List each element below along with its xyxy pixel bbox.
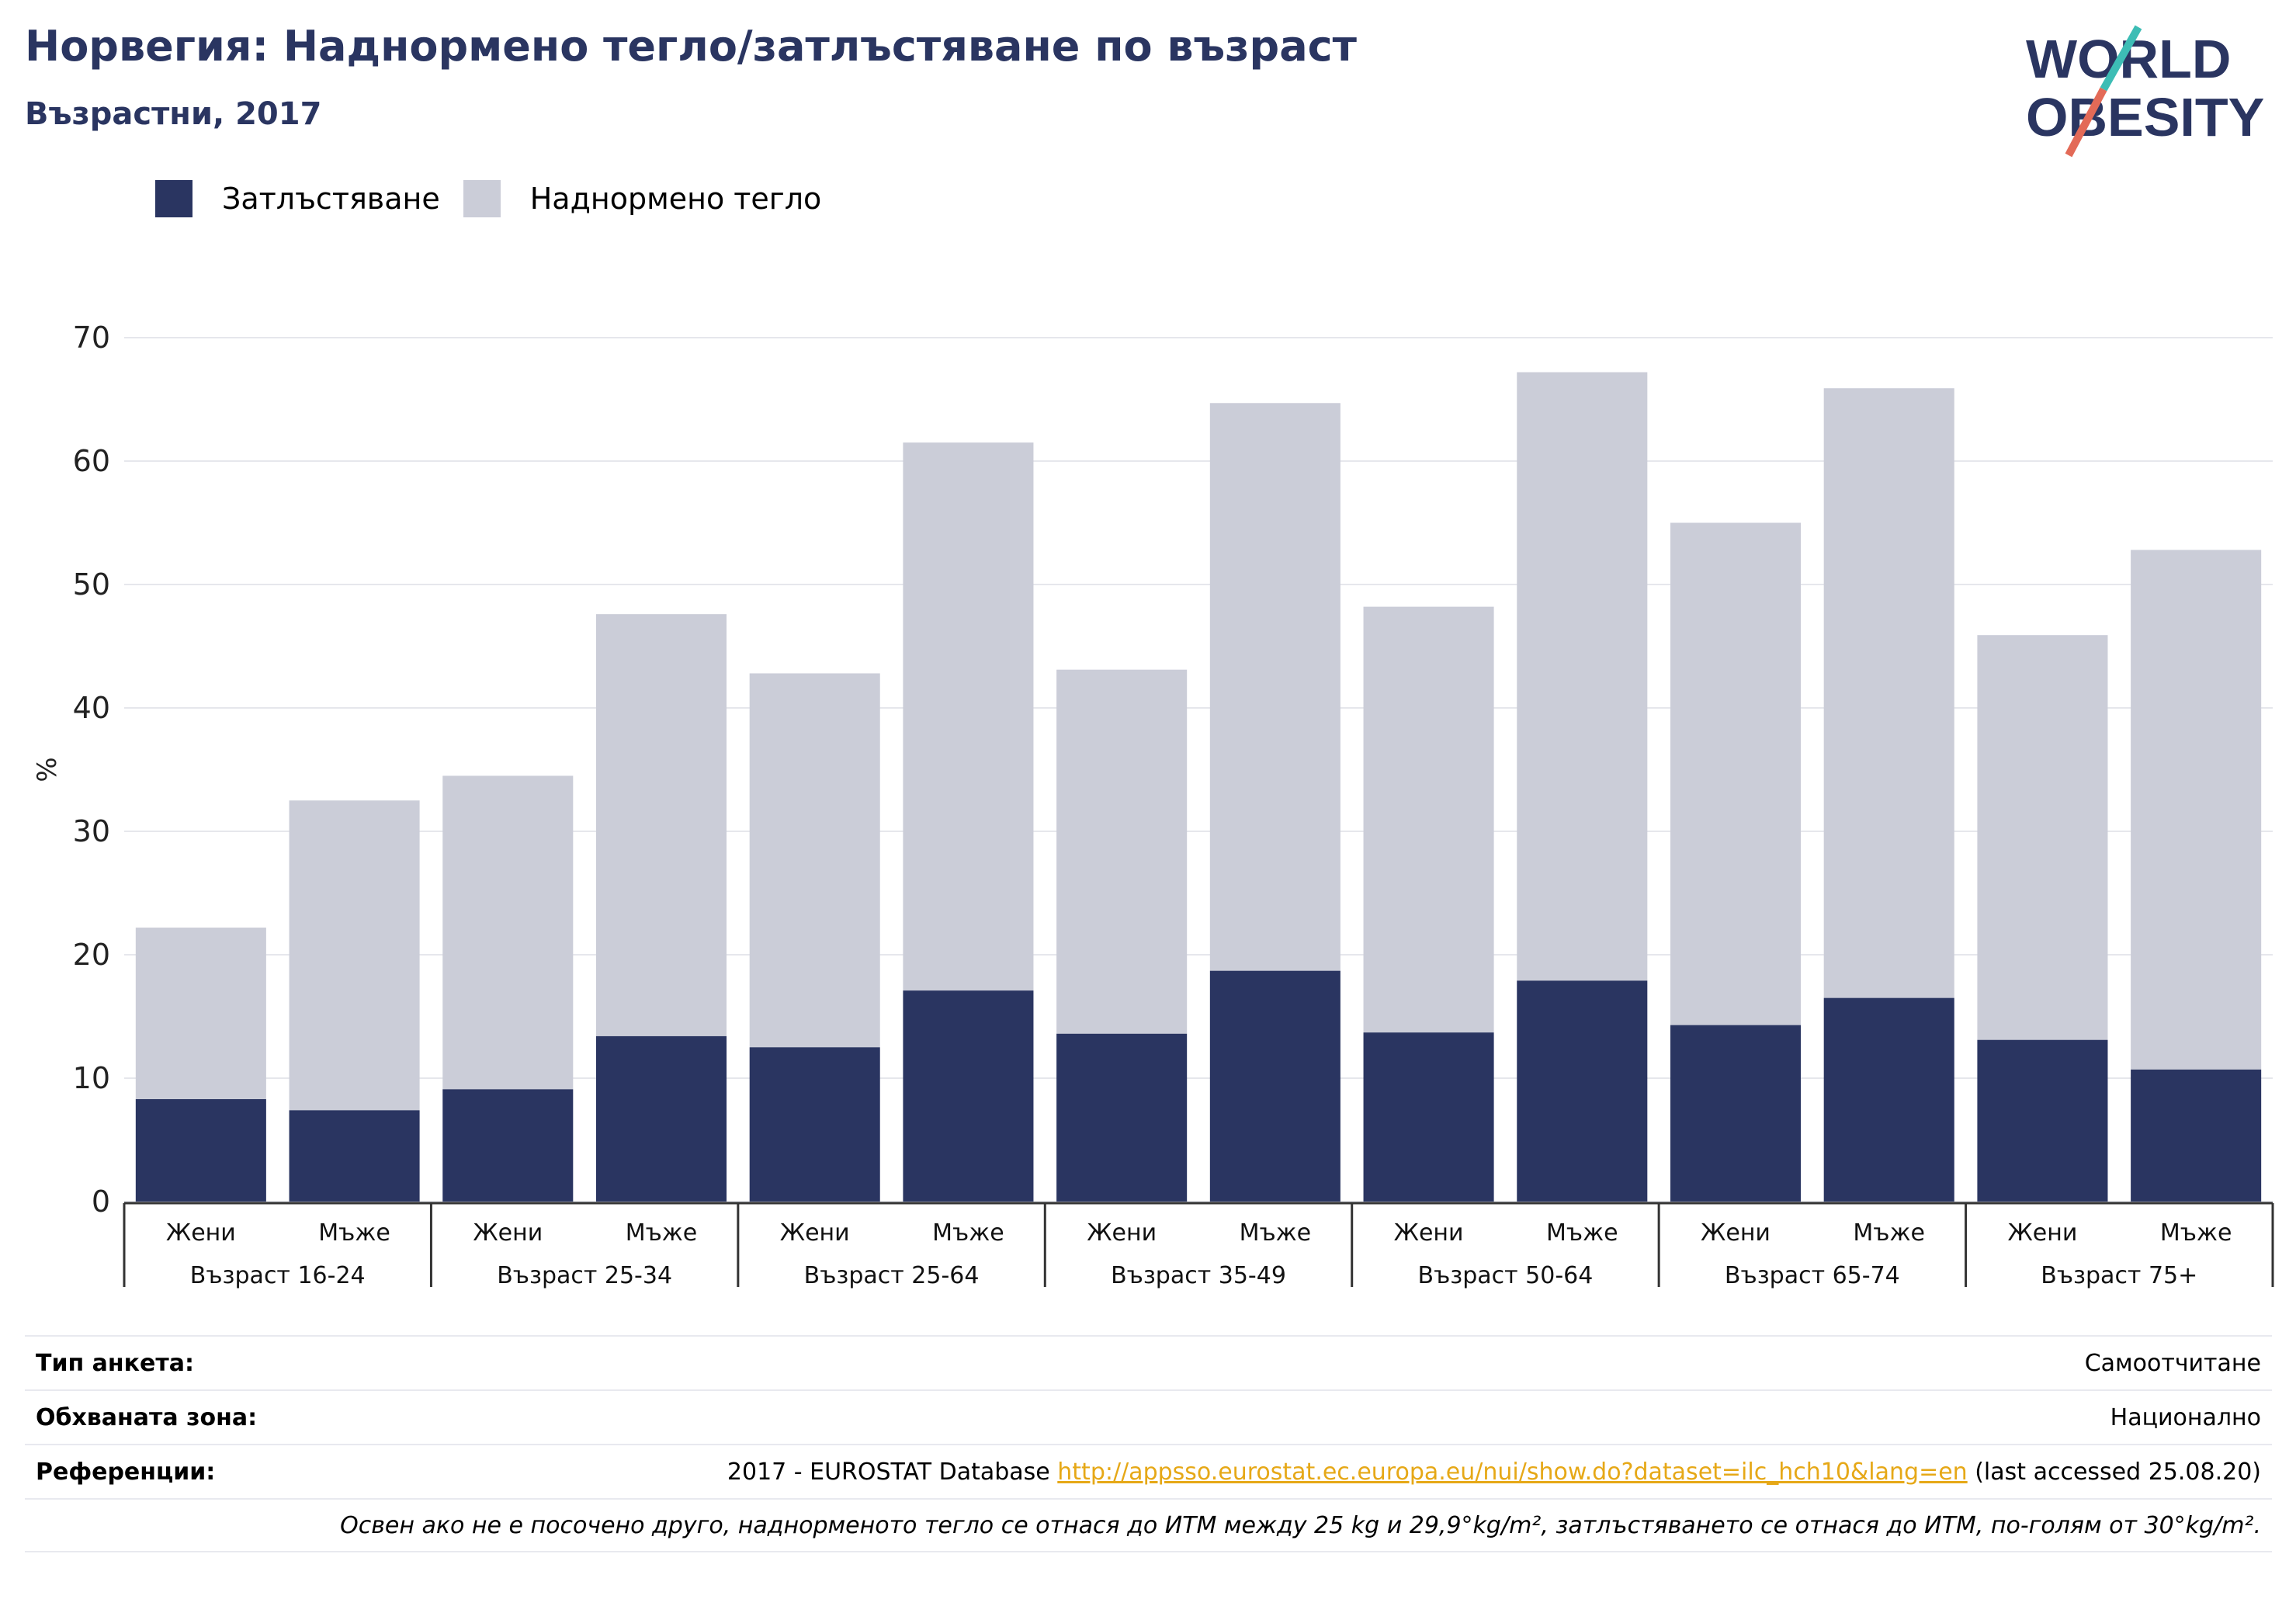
x-tick-label: Мъже	[1853, 1219, 1925, 1247]
bar-obesity	[1209, 970, 1340, 1202]
group-label: Възраст 75+	[2041, 1262, 2197, 1289]
footer-row-survey: Тип анкета: Самоотчитане	[25, 1335, 2272, 1389]
references-label: Референции:	[36, 1458, 216, 1486]
x-tick-label: Мъже	[932, 1219, 1004, 1247]
references-link[interactable]: http://appsso.eurostat.ec.europa.eu/nui/…	[1057, 1458, 1968, 1486]
bar-overweight	[289, 800, 420, 1111]
references-value: 2017 - EUROSTAT Database http://appsso.e…	[727, 1459, 2261, 1486]
chart-title: Норвегия: Наднормено тегло/затлъстяване …	[25, 22, 1357, 71]
bar-overweight	[595, 614, 727, 1036]
legend-label-overweight: Наднормено тегло	[529, 182, 822, 216]
x-tick-label: Мъже	[318, 1219, 390, 1247]
bar-overweight	[749, 673, 880, 1048]
coverage-value: Национално	[2110, 1403, 2261, 1431]
footer-row-references: Референции: 2017 - EUROSTAT Database htt…	[25, 1444, 2272, 1498]
y-tick-label: 70	[73, 321, 110, 355]
group-label: Възраст 25-34	[497, 1262, 672, 1289]
y-tick-label: 30	[73, 814, 110, 848]
bar-obesity	[135, 1099, 266, 1202]
footer-row-coverage: Обхваната зона: Национално	[25, 1389, 2272, 1444]
y-tick-label: 20	[73, 938, 110, 972]
coverage-label: Обхваната зона:	[36, 1403, 258, 1431]
bar-obesity	[289, 1110, 420, 1202]
bar-obesity	[749, 1047, 880, 1202]
group-label: Възраст 65-74	[1725, 1262, 1900, 1289]
chart-subtitle: Възрастни, 2017	[25, 96, 322, 132]
legend-label-obesity: Затлъстяване	[222, 182, 440, 216]
bar-overweight	[1209, 403, 1340, 971]
bar-obesity	[903, 990, 1034, 1202]
references-prefix: 2017 - EUROSTAT Database	[727, 1458, 1058, 1486]
bar-obesity	[1363, 1032, 1494, 1202]
survey-type-value: Самоотчитане	[2084, 1349, 2261, 1377]
bar-obesity	[2131, 1069, 2262, 1202]
legend-swatch-obesity	[155, 180, 192, 217]
references-suffix: (last accessed 25.08.20)	[1967, 1458, 2261, 1486]
bar-overweight	[1517, 372, 1648, 981]
bar-chart: 0 10 20 30 40 50 60 70% Жени Мъже Жени Мъже Жени Мъже…	[32, 321, 2274, 1289]
legend: Затлъстяване Наднормено тегло	[155, 180, 845, 217]
bar-obesity	[1056, 1033, 1188, 1202]
bar-obesity	[1977, 1039, 2108, 1202]
legend-item-overweight[interactable]: Наднормено тегло	[463, 180, 822, 217]
x-tick-label: Жени	[2007, 1219, 2077, 1247]
bar-overweight	[1056, 669, 1188, 1034]
bar-obesity	[1823, 997, 1954, 1202]
bar-overweight	[1977, 635, 2108, 1040]
bar-overweight	[1363, 606, 1494, 1033]
survey-type-label: Тип анкета:	[36, 1349, 194, 1377]
bar-obesity	[1517, 980, 1648, 1202]
group-label: Възраст 35-49	[1111, 1262, 1286, 1289]
group-label: Възраст 50-64	[1418, 1262, 1594, 1289]
bar-overweight	[903, 442, 1034, 991]
x-tick-label: Жени	[166, 1219, 236, 1247]
world-obesity-logo: WORLD OBESITY	[2026, 25, 2264, 158]
bar-overweight	[442, 775, 574, 1090]
x-tick-label: Мъже	[1240, 1219, 1312, 1247]
y-tick-label: 40	[73, 691, 110, 725]
y-axis-label: %	[32, 757, 63, 782]
bar-obesity	[1670, 1025, 1802, 1202]
group-label: Възраст 25-64	[804, 1262, 980, 1289]
logo-slash-coral	[2065, 87, 2107, 158]
x-tick-label: Жени	[1087, 1219, 1157, 1247]
bar-obesity	[442, 1089, 574, 1202]
y-tick-label: 60	[73, 444, 110, 478]
footer-row-note: Освен ако не е посочено друго, наднормен…	[25, 1498, 2272, 1552]
x-tick-label: Мъже	[1546, 1219, 1618, 1247]
x-tick-label: Жени	[1701, 1219, 1771, 1247]
logo-slash-teal	[2100, 25, 2142, 92]
y-tick-label: 50	[73, 567, 110, 602]
bar-overweight	[135, 928, 266, 1100]
y-tick-label: 10	[73, 1061, 110, 1095]
x-tick-label: Мъже	[626, 1219, 698, 1247]
x-tick-label: Жени	[780, 1219, 850, 1247]
legend-item-obesity[interactable]: Затлъстяване	[155, 180, 440, 217]
x-tick-label: Мъже	[2160, 1219, 2232, 1247]
legend-swatch-overweight	[463, 180, 501, 217]
footer-table: Тип анкета: Самоотчитане Обхваната зона:…	[25, 1335, 2272, 1552]
definition-note: Освен ако не е посочено друго, наднормен…	[340, 1511, 2261, 1539]
y-tick-label: 0	[92, 1185, 110, 1219]
bar-overweight	[2131, 550, 2262, 1070]
x-tick-label: Жени	[473, 1219, 543, 1247]
group-label: Възраст 16-24	[190, 1262, 366, 1289]
bar-obesity	[595, 1035, 727, 1202]
logo-line-2: OBESITY	[2026, 87, 2264, 147]
bar-overweight	[1670, 522, 1802, 1025]
bar-overweight	[1823, 388, 1954, 998]
x-tick-label: Жени	[1394, 1219, 1464, 1247]
